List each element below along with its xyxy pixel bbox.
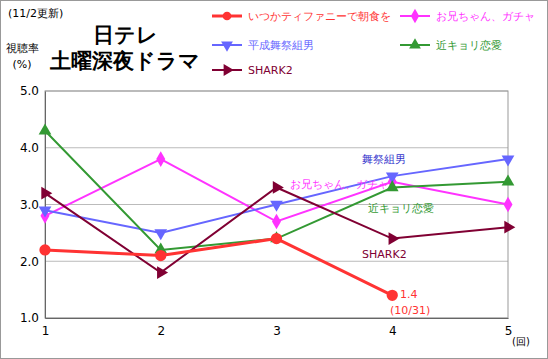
tick: 1 [42,318,50,338]
line [45,239,392,296]
annotation: お兄ちゃん、ガチャ [290,178,389,191]
annotation: SHARK2 [362,248,407,261]
title-line: 日テレ [93,23,158,47]
legend-label: お兄ちゃん、ガチャ [436,10,535,23]
axis-line [46,318,509,319]
plot-area [39,123,516,301]
tick: 2.0 [20,255,45,269]
line [45,187,508,272]
tick: 5 [505,318,513,338]
legend-item: お兄ちゃん、ガチャ [400,9,535,23]
legend: いつかティファニーで朝食を お兄ちゃん、ガチャ平成舞祭組男 近キョリ恋愛 SHARK2 [212,9,535,77]
marker [39,123,52,134]
plot-frame [45,91,508,318]
marker [273,181,284,194]
marker [41,187,52,200]
tick-label: 4.0 [20,141,39,155]
annotation: 1.4 [400,288,418,301]
legend-label: いつかティファニーで朝食を [248,10,391,23]
annotation: 舞祭組男 [362,153,406,166]
legend-item: 平成舞祭組男 [212,39,314,52]
legend-label: 近キョリ恋愛 [436,39,502,52]
marker [502,174,515,185]
grid-line [45,147,508,148]
x-axis: 1 2 3 4 5 [42,318,513,338]
marker [39,244,50,255]
marker [270,201,283,212]
grid-line [45,261,508,262]
line [45,159,508,233]
legend-label: SHARK2 [248,64,293,77]
tick: 3 [273,318,281,338]
y-axis-title: 視聴率 (%) [6,42,39,71]
tick: 5.0 [20,84,45,98]
legend-marker [409,38,421,48]
tick: 4 [389,318,397,338]
marker [157,266,168,279]
marker [39,207,52,218]
tick: 2 [157,318,165,338]
series [41,151,513,229]
title-line: 土曜深夜ドラマ [49,49,200,73]
marker [154,229,167,240]
tick-label: 2 [157,324,165,338]
tick-label: 3 [273,324,281,338]
tick-label: 3.0 [20,198,39,212]
background [1,1,548,359]
marker [387,290,398,301]
marker [389,232,400,245]
legend-item: いつかティファニーで朝食を [212,10,391,23]
y-axis-title-line: (%) [12,58,31,71]
tick-label: 1 [42,324,50,338]
tick-label: 1.0 [20,311,39,325]
title: 日テレ土曜深夜ドラマ [49,23,200,73]
legend-marker [224,64,234,76]
y-axis: 1.0 2.0 3.0 4.0 5.0 [20,84,46,325]
marker [502,155,515,166]
y-axis-title-line: 視聴率 [6,42,39,55]
grid [45,91,508,318]
tick: 4.0 [20,141,45,155]
legend-label: 平成舞祭組男 [248,39,314,52]
legend-item: 近キョリ恋愛 [400,38,502,52]
annotation: 近キョリ恋愛 [368,202,434,215]
series [39,233,398,301]
legend-marker [411,9,419,23]
marker [156,151,165,167]
marker [271,233,282,244]
annotations: 舞祭組男お兄ちゃん、ガチャ近キョリ恋愛 SHARK2 1.4 (10/31) [290,153,434,317]
tick-label: 4 [389,324,397,338]
marker [504,197,513,213]
legend-marker [223,12,232,21]
subtitle: (11/2更新) [8,7,63,20]
annotation: (10/31) [390,304,430,317]
marker [155,250,166,261]
marker [272,214,281,230]
tick-label: 5.0 [20,84,39,98]
chart: 1.0 2.0 3.0 4.0 5.0 1 2 3 4 5(回) 視聴率 (%) (11/2更新) 日テレ… [0,0,548,359]
legend-marker [221,42,233,52]
marker [504,221,515,234]
legend-item: SHARK2 [212,64,293,77]
x-axis-title: (回) [512,336,530,347]
tick-label: 2.0 [20,255,39,269]
series [41,181,515,279]
line [45,131,508,250]
